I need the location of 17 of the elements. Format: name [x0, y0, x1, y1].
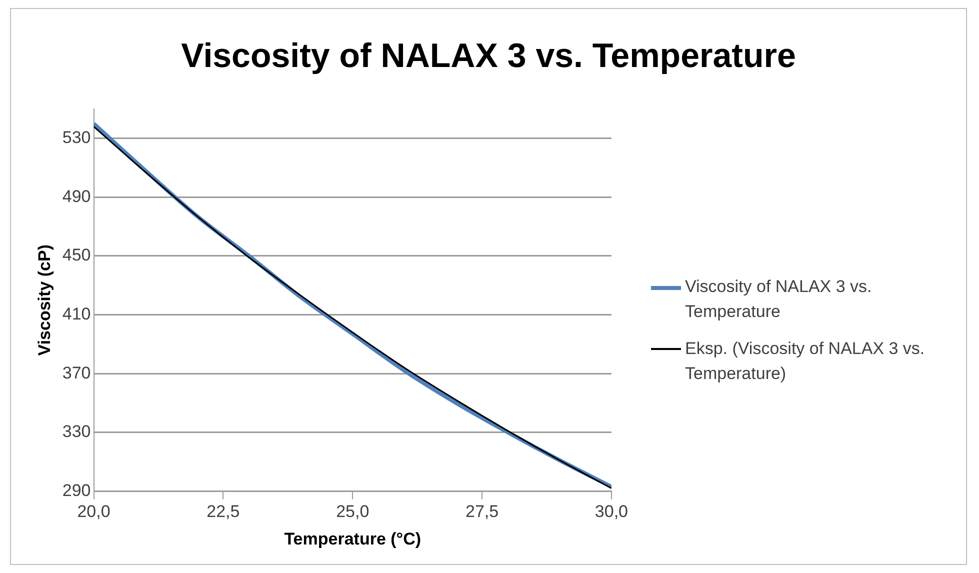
x-tick-label: 25,0: [336, 502, 370, 522]
legend-label: Eksp. (Viscosity of NALAX 3 vs. Temperature): [685, 338, 926, 385]
x-tick-label: 30,0: [594, 502, 628, 522]
y-tick-label: 450: [62, 246, 91, 265]
y-axis-title: Viscosity (cP): [34, 244, 54, 356]
legend-label: Viscosity of NALAX 3 vs. Temperature: [685, 276, 873, 323]
y-tick-label: 330: [62, 422, 91, 442]
x-tick-label: 27,5: [465, 502, 499, 522]
x-tick-label: 20,0: [77, 502, 110, 522]
chart-title: Viscosity of NALAX 3 vs. Temperature: [180, 37, 797, 76]
y-tick-label: 530: [62, 128, 91, 148]
y-tick-label: 370: [62, 363, 91, 382]
x-tick-label: 22,5: [206, 502, 240, 522]
x-axis-title: Temperature (°C): [284, 529, 422, 548]
y-tick-label: 410: [62, 304, 91, 324]
y-tick-label: 490: [62, 186, 91, 206]
y-tick-label: 290: [62, 480, 91, 500]
